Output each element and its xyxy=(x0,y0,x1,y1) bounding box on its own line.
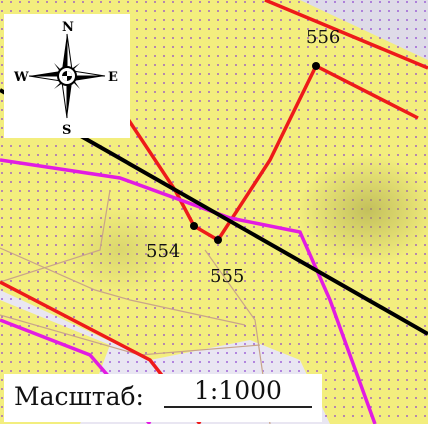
point-555-marker[interactable] xyxy=(214,236,222,244)
scale-label: Масштаб: xyxy=(14,382,144,411)
compass-west-label: W xyxy=(13,70,29,85)
point-556-label: 556 xyxy=(306,27,340,48)
point-554-marker[interactable] xyxy=(190,222,198,230)
scale-panel: Масштаб: 1:1000 xyxy=(4,374,322,422)
terrain-shading xyxy=(298,155,428,265)
terrain-shading-2 xyxy=(60,205,180,295)
compass-east-label: E xyxy=(108,70,118,85)
magenta-boundary-line xyxy=(0,158,377,424)
compass-panel: N S E W xyxy=(4,14,130,138)
point-556-marker[interactable] xyxy=(312,62,320,70)
compass-north-label: N xyxy=(62,20,74,35)
point-555-label: 555 xyxy=(210,266,244,287)
compass-rose-icon: N S E W xyxy=(13,20,118,138)
point-554-label: 554 xyxy=(146,241,180,262)
scale-value-field[interactable]: 1:1000 xyxy=(164,376,312,408)
compass-south-label: S xyxy=(62,123,71,138)
